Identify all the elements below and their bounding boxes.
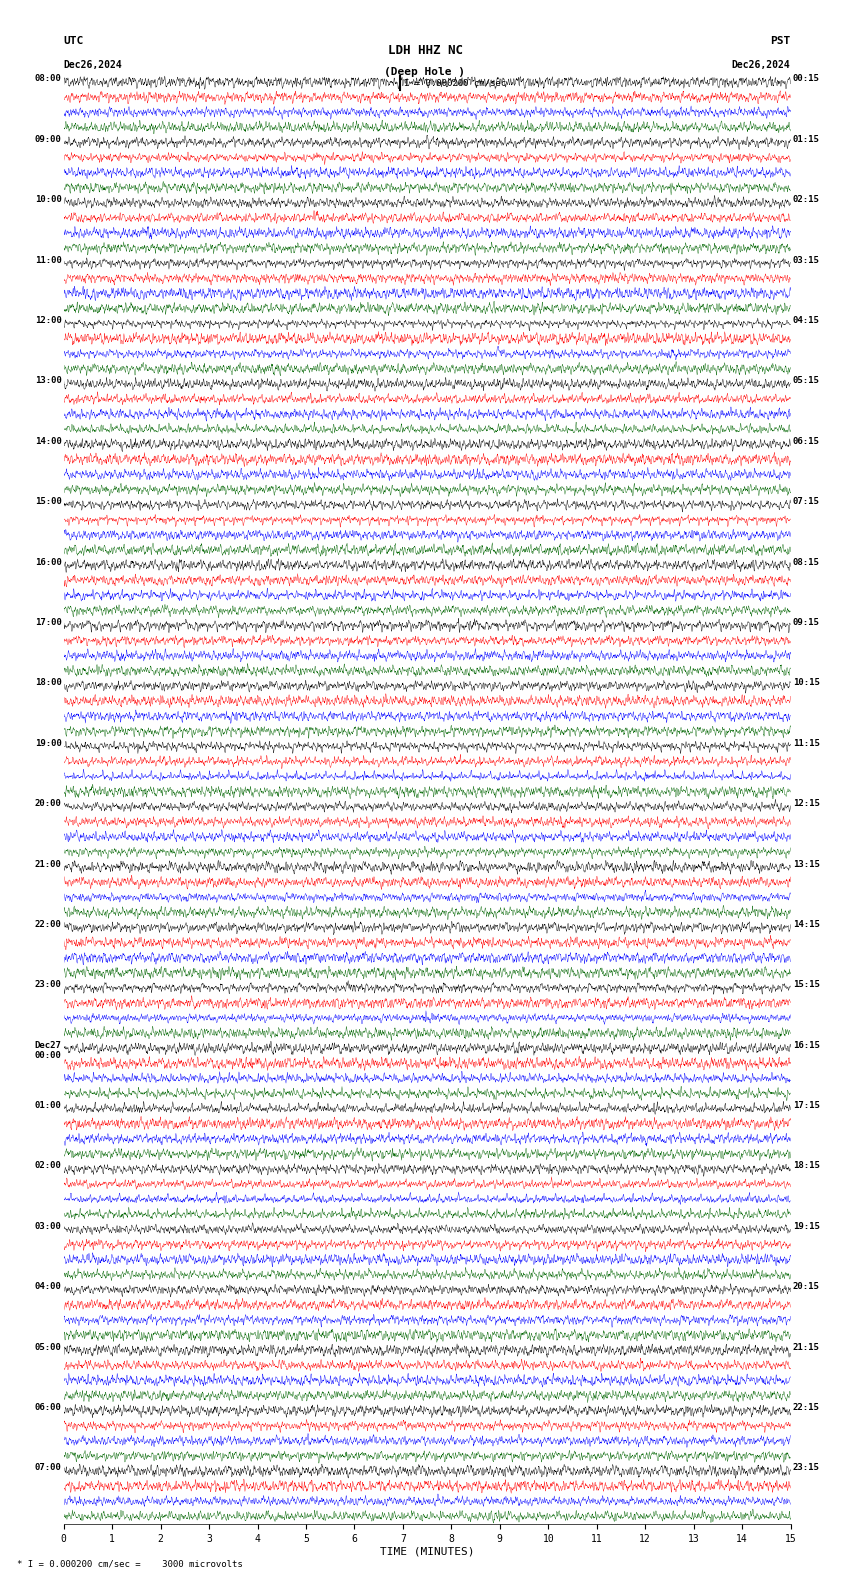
Text: 19:15: 19:15 <box>793 1221 819 1231</box>
Text: Dec26,2024: Dec26,2024 <box>64 60 122 70</box>
Text: 09:00: 09:00 <box>35 135 61 144</box>
Text: 10:00: 10:00 <box>35 195 61 204</box>
Text: 05:00: 05:00 <box>35 1343 61 1351</box>
Text: 01:15: 01:15 <box>793 135 819 144</box>
Text: 14:15: 14:15 <box>793 920 819 928</box>
Text: 05:15: 05:15 <box>793 377 819 385</box>
Text: 07:15: 07:15 <box>793 497 819 507</box>
Text: 00:15: 00:15 <box>793 74 819 84</box>
Text: 10:15: 10:15 <box>793 678 819 687</box>
Text: 14:00: 14:00 <box>35 437 61 445</box>
Text: LDH HHZ NC: LDH HHZ NC <box>388 44 462 57</box>
Text: 09:15: 09:15 <box>793 618 819 627</box>
Text: 23:00: 23:00 <box>35 980 61 990</box>
Text: 11:00: 11:00 <box>35 255 61 265</box>
Text: 11:15: 11:15 <box>793 738 819 748</box>
Text: Dec26,2024: Dec26,2024 <box>732 60 791 70</box>
Text: 03:15: 03:15 <box>793 255 819 265</box>
Text: 12:15: 12:15 <box>793 798 819 808</box>
Text: UTC: UTC <box>64 36 84 46</box>
Text: 20:15: 20:15 <box>793 1283 819 1291</box>
Text: 07:00: 07:00 <box>35 1464 61 1473</box>
Text: 18:00: 18:00 <box>35 678 61 687</box>
Text: 02:15: 02:15 <box>793 195 819 204</box>
Text: 22:15: 22:15 <box>793 1403 819 1411</box>
Text: 06:15: 06:15 <box>793 437 819 445</box>
Text: 03:00: 03:00 <box>35 1221 61 1231</box>
Text: 04:00: 04:00 <box>35 1283 61 1291</box>
Text: 16:00: 16:00 <box>35 558 61 567</box>
Text: 08:00: 08:00 <box>35 74 61 84</box>
Text: 17:15: 17:15 <box>793 1101 819 1110</box>
Text: PST: PST <box>770 36 790 46</box>
Text: 15:15: 15:15 <box>793 980 819 990</box>
Text: 01:00: 01:00 <box>35 1101 61 1110</box>
Text: 21:15: 21:15 <box>793 1343 819 1351</box>
Text: 13:15: 13:15 <box>793 860 819 868</box>
Text: 15:00: 15:00 <box>35 497 61 507</box>
Text: 23:15: 23:15 <box>793 1464 819 1473</box>
X-axis label: TIME (MINUTES): TIME (MINUTES) <box>380 1546 474 1557</box>
Text: I = 0.000200 cm/sec: I = 0.000200 cm/sec <box>404 79 506 87</box>
Text: * I = 0.000200 cm/sec =    3000 microvolts: * I = 0.000200 cm/sec = 3000 microvolts <box>17 1559 243 1568</box>
Text: 06:00: 06:00 <box>35 1403 61 1411</box>
Text: 17:00: 17:00 <box>35 618 61 627</box>
Text: Dec27
00:00: Dec27 00:00 <box>35 1041 61 1060</box>
Text: 22:00: 22:00 <box>35 920 61 928</box>
Text: 16:15: 16:15 <box>793 1041 819 1050</box>
Text: 04:15: 04:15 <box>793 315 819 325</box>
Text: 13:00: 13:00 <box>35 377 61 385</box>
Text: 02:00: 02:00 <box>35 1161 61 1171</box>
Text: 19:00: 19:00 <box>35 738 61 748</box>
Text: 08:15: 08:15 <box>793 558 819 567</box>
Text: 21:00: 21:00 <box>35 860 61 868</box>
Text: 20:00: 20:00 <box>35 798 61 808</box>
Text: 12:00: 12:00 <box>35 315 61 325</box>
Text: 18:15: 18:15 <box>793 1161 819 1171</box>
Text: (Deep Hole ): (Deep Hole ) <box>384 67 466 76</box>
